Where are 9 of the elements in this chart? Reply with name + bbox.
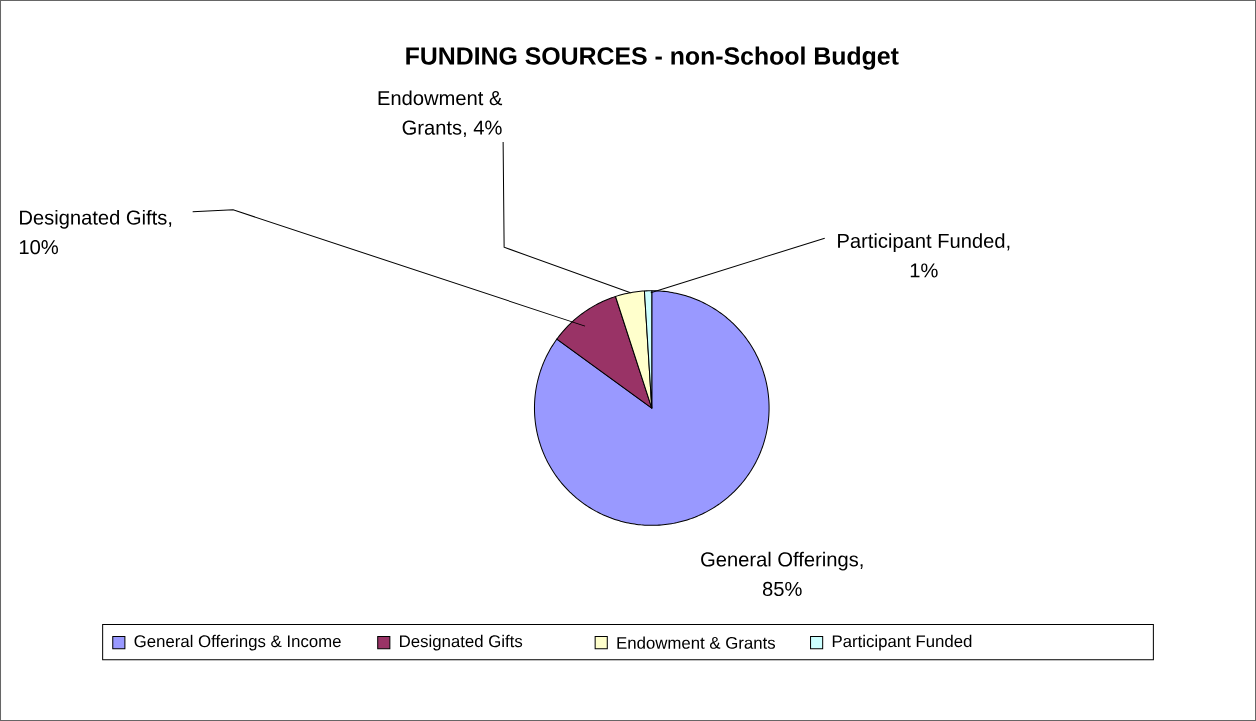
legend-label: Endowment & Grants — [617, 636, 776, 649]
data-label: Participant Funded, 1% — [838, 233, 1010, 278]
data-label: General Offerings, 85% — [701, 551, 863, 597]
data-label: Endowment & Grants, 4% — [378, 90, 503, 138]
legend-label: General Offerings & Income — [134, 634, 341, 651]
data-label: Designated Gifts, 10% — [19, 209, 172, 255]
legend-label: Participant Funded — [832, 634, 972, 651]
legend-label: Designated Gifts — [400, 634, 523, 651]
chart-title: FUNDING SOURCES - non-School Budget — [406, 46, 899, 70]
